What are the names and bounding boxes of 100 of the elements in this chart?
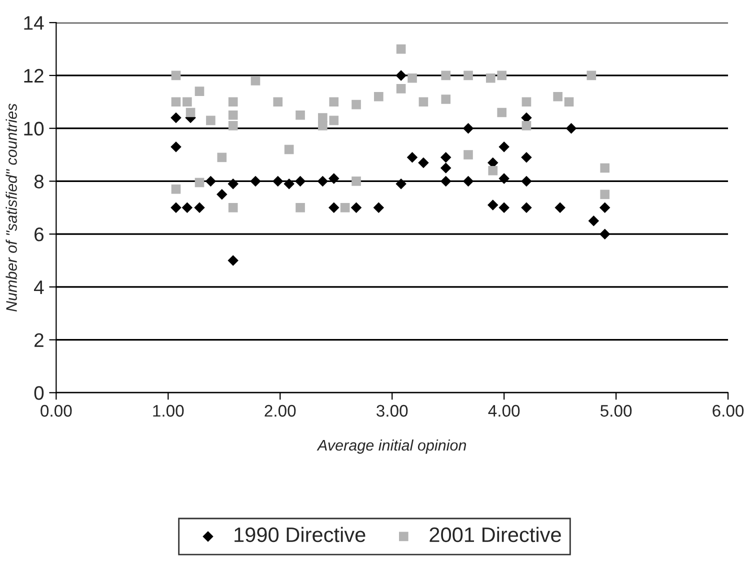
point bbox=[228, 97, 238, 107]
legend-label: 2001 Directive bbox=[430, 526, 561, 542]
point bbox=[194, 202, 205, 214]
point bbox=[250, 176, 261, 187]
point bbox=[588, 215, 600, 226]
point bbox=[440, 176, 452, 187]
legend-label: 1990 Directive bbox=[234, 526, 366, 542]
y-tick-label: 6 bbox=[34, 228, 44, 242]
point bbox=[497, 70, 506, 80]
point bbox=[396, 178, 406, 190]
point bbox=[566, 122, 577, 134]
point bbox=[217, 152, 227, 162]
x-tick-label: 6.00 bbox=[712, 404, 744, 417]
point bbox=[186, 108, 196, 118]
point bbox=[396, 84, 406, 94]
point bbox=[521, 202, 532, 214]
x-tick-label: 5.00 bbox=[600, 404, 632, 417]
point bbox=[521, 152, 532, 163]
y-tick-label: 14 bbox=[24, 16, 44, 30]
point bbox=[170, 112, 182, 124]
point bbox=[522, 121, 532, 130]
point bbox=[329, 116, 339, 126]
point bbox=[228, 110, 238, 120]
point bbox=[498, 141, 510, 152]
point bbox=[462, 176, 474, 187]
point bbox=[522, 97, 532, 107]
point bbox=[328, 202, 340, 214]
point bbox=[284, 178, 294, 190]
point bbox=[284, 144, 294, 154]
point bbox=[564, 97, 574, 107]
point bbox=[194, 86, 204, 96]
point bbox=[296, 202, 305, 212]
point bbox=[441, 94, 451, 104]
point bbox=[497, 108, 506, 118]
y-axis-title: Number of "satisfied" countries bbox=[6, 104, 17, 312]
y-tick-label: 10 bbox=[24, 122, 44, 136]
point bbox=[350, 202, 362, 214]
point bbox=[396, 70, 406, 81]
point bbox=[228, 255, 238, 266]
point bbox=[171, 97, 181, 107]
point bbox=[340, 202, 350, 212]
point bbox=[228, 178, 238, 190]
point bbox=[396, 44, 406, 54]
point bbox=[488, 166, 498, 176]
point bbox=[464, 70, 473, 80]
point bbox=[498, 202, 510, 214]
point bbox=[329, 97, 339, 107]
point bbox=[464, 150, 473, 160]
point bbox=[272, 176, 284, 187]
point bbox=[406, 152, 418, 163]
x-axis-title: Average initial opinion bbox=[316, 439, 466, 454]
x-tick-label: 1.00 bbox=[153, 404, 184, 417]
point bbox=[440, 152, 452, 163]
point bbox=[418, 97, 428, 107]
point bbox=[194, 178, 204, 188]
point bbox=[205, 176, 216, 187]
point bbox=[441, 70, 451, 80]
x-tick-label: 3.00 bbox=[376, 404, 408, 417]
point bbox=[171, 184, 181, 194]
y-tick-label: 2 bbox=[34, 333, 44, 347]
point bbox=[408, 73, 417, 83]
point bbox=[318, 121, 328, 130]
point bbox=[488, 200, 498, 210]
point bbox=[328, 173, 340, 184]
point bbox=[206, 116, 216, 126]
y-tick-label: 0 bbox=[34, 386, 44, 400]
point bbox=[521, 176, 532, 187]
x-tick-label: 2.00 bbox=[264, 404, 296, 417]
point bbox=[317, 176, 328, 187]
point bbox=[182, 97, 192, 107]
point bbox=[554, 202, 566, 214]
point bbox=[553, 92, 562, 102]
point bbox=[440, 162, 452, 174]
point bbox=[216, 189, 228, 200]
y-tick-label: 12 bbox=[24, 68, 44, 83]
point bbox=[296, 110, 305, 120]
point bbox=[486, 73, 496, 83]
point bbox=[600, 190, 610, 200]
x-tick-label: 0.00 bbox=[40, 404, 72, 417]
x-tick-label: 4.00 bbox=[488, 404, 520, 417]
point bbox=[374, 92, 384, 102]
point bbox=[498, 173, 510, 184]
point bbox=[599, 228, 610, 240]
point bbox=[600, 163, 610, 173]
point bbox=[352, 176, 361, 186]
point bbox=[352, 100, 361, 110]
point bbox=[373, 202, 384, 214]
point bbox=[228, 121, 238, 130]
point bbox=[273, 97, 283, 107]
y-tick-label: 4 bbox=[34, 280, 44, 294]
point bbox=[182, 202, 193, 214]
point bbox=[294, 176, 306, 187]
point bbox=[170, 202, 182, 214]
point bbox=[170, 141, 182, 152]
point bbox=[250, 76, 260, 86]
point bbox=[599, 202, 610, 214]
point bbox=[586, 70, 596, 80]
y-tick-label: 8 bbox=[34, 174, 44, 188]
point bbox=[418, 157, 429, 168]
point bbox=[228, 202, 238, 212]
